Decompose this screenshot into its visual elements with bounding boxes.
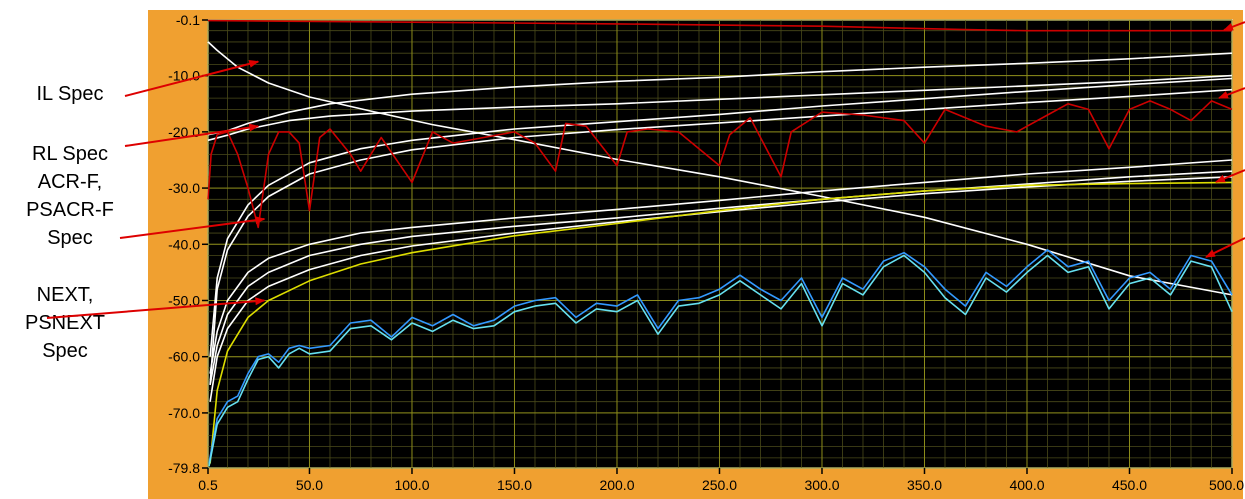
series-line-6: [209, 159, 1233, 374]
x-tick-label: 200.0: [599, 477, 634, 493]
edge-arrow: [1223, 21, 1245, 31]
y-tick-label: -40.0: [168, 236, 200, 252]
y-tick-label: -79.8: [168, 460, 200, 476]
annotation-text: IL Spec: [36, 83, 103, 105]
x-tick-label: 300.0: [804, 477, 839, 493]
series-line-0: [207, 41, 1233, 296]
annotation-text: ACR-F, PSACR-F Spec: [26, 171, 114, 249]
annotation-arrow: [119, 216, 266, 239]
edge-arrow: [1218, 87, 1245, 99]
x-tick-label: 100.0: [394, 477, 429, 493]
x-tick-label: 500.0: [1209, 477, 1244, 493]
annotation-label: NEXT, PSNEXT Spec: [25, 284, 266, 362]
series-line-9: [209, 181, 1233, 464]
annotation-arrow: [124, 59, 260, 97]
annotation-arrow: [124, 123, 260, 147]
annotation-label: IL Spec: [36, 59, 260, 105]
annotation-text: NEXT, PSNEXT Spec: [25, 284, 105, 362]
edge-arrow: [1205, 237, 1245, 258]
annotation-label: RL Spec: [32, 123, 260, 165]
x-tick-label: 350.0: [907, 477, 942, 493]
grid: [207, 19, 1233, 469]
x-tick-label: 50.0: [296, 477, 323, 493]
x-axis: 0.5 50.0 100.0 150.0 200.0 250.0 300.0 350.0 400…: [198, 468, 1244, 493]
x-tick-label: 250.0: [702, 477, 737, 493]
edge-arrow: [1215, 169, 1245, 183]
x-tick-label: 0.5: [198, 477, 218, 493]
edge-arrows: [1205, 21, 1245, 258]
y-tick-label: -50.0: [168, 292, 200, 308]
annotation-arrow: [46, 297, 266, 319]
x-tick-label: 150.0: [497, 477, 532, 493]
y-tick-label: -70.0: [168, 405, 200, 421]
x-tick-label: 450.0: [1112, 477, 1147, 493]
series-line-1: [207, 19, 1232, 32]
annotation-label: ACR-F, PSACR-F Spec: [26, 171, 266, 249]
x-tick-label: 400.0: [1009, 477, 1044, 493]
series-line-12: [208, 254, 1233, 467]
series-line-8: [209, 176, 1233, 402]
series-line-10: [207, 100, 1233, 229]
y-tick-label: -60.0: [168, 349, 200, 365]
series-line-2: [207, 52, 1233, 136]
y-tick-label: -0.1: [176, 12, 200, 28]
y-axis: -0.1-10.0-20.0-30.0-40.0-50.0-60.0-70.0-…: [168, 12, 208, 476]
annotations: IL Spec RL Spec ACR-F, PSACR-F Spec NEXT, PSNE…: [25, 59, 266, 362]
series-line-11: [208, 249, 1233, 464]
annotation-text: RL Spec: [32, 143, 108, 165]
series-line-5: [209, 88, 1233, 385]
y-tick-label: -30.0: [168, 180, 200, 196]
